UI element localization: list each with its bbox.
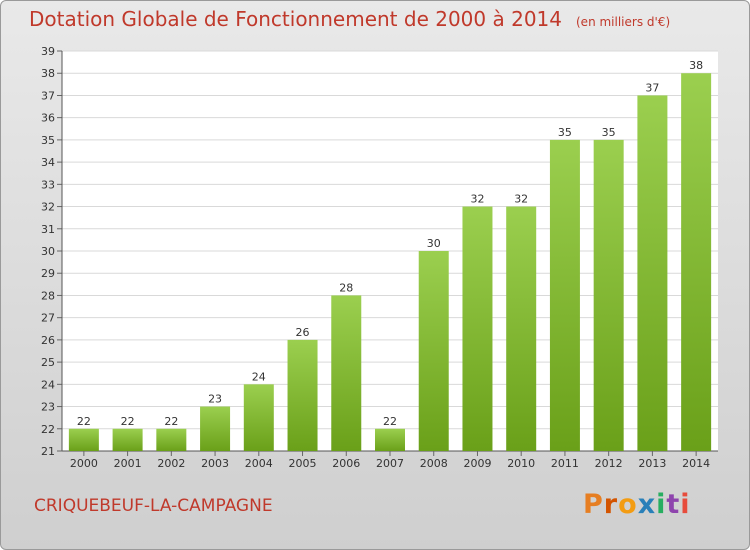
bar bbox=[112, 428, 143, 451]
x-tick-label: 2005 bbox=[289, 457, 317, 470]
bar bbox=[287, 339, 318, 451]
y-tick-label: 28 bbox=[41, 289, 55, 302]
bar-value-label: 32 bbox=[514, 193, 528, 206]
bar bbox=[418, 251, 449, 451]
bar-value-label: 35 bbox=[602, 126, 616, 139]
logo-letter: i bbox=[680, 489, 691, 520]
x-tick-label: 2013 bbox=[638, 457, 666, 470]
x-tick-label: 2008 bbox=[420, 457, 448, 470]
bar bbox=[331, 295, 362, 451]
x-tick-label: 2012 bbox=[595, 457, 623, 470]
y-tick-label: 39 bbox=[41, 45, 55, 58]
y-tick-label: 27 bbox=[41, 312, 55, 325]
logo-letter: x bbox=[637, 489, 657, 520]
bar-value-label: 35 bbox=[558, 126, 572, 139]
x-tick-label: 2007 bbox=[376, 457, 404, 470]
bar-value-label: 22 bbox=[383, 415, 397, 428]
y-tick-label: 35 bbox=[41, 134, 55, 147]
y-tick-label: 22 bbox=[41, 423, 55, 436]
bar bbox=[549, 139, 580, 451]
y-tick-label: 21 bbox=[41, 445, 55, 458]
bar-value-label: 23 bbox=[208, 393, 222, 406]
x-tick-label: 2009 bbox=[463, 457, 491, 470]
bar-value-label: 32 bbox=[470, 193, 484, 206]
bar-value-label: 38 bbox=[689, 59, 703, 72]
bar bbox=[68, 428, 99, 451]
logo-letter: o bbox=[618, 489, 638, 520]
chart-unit: (en milliers d'€) bbox=[576, 15, 671, 29]
logo-letter: r bbox=[603, 489, 619, 520]
y-tick-label: 25 bbox=[41, 356, 55, 369]
bar bbox=[156, 428, 187, 451]
bar-value-label: 22 bbox=[77, 415, 91, 428]
x-tick-label: 2010 bbox=[507, 457, 535, 470]
bar-value-label: 22 bbox=[121, 415, 135, 428]
bar bbox=[200, 406, 231, 451]
y-tick-label: 30 bbox=[41, 245, 55, 258]
x-tick-label: 2014 bbox=[682, 457, 710, 470]
y-tick-label: 23 bbox=[41, 401, 55, 414]
bar-value-label: 24 bbox=[252, 370, 266, 383]
bar bbox=[593, 139, 624, 451]
x-tick-label: 2002 bbox=[157, 457, 185, 470]
logo-letter: t bbox=[666, 489, 681, 520]
x-tick-label: 2006 bbox=[332, 457, 360, 470]
bar-value-label: 28 bbox=[339, 281, 353, 294]
y-tick-label: 33 bbox=[41, 178, 55, 191]
y-tick-label: 36 bbox=[41, 112, 55, 125]
bar bbox=[462, 206, 493, 451]
x-tick-label: 2011 bbox=[551, 457, 579, 470]
bar-value-label: 26 bbox=[296, 326, 310, 339]
bar bbox=[243, 384, 274, 451]
proxiti-logo: Proxiti bbox=[583, 489, 691, 520]
logo-letter: P bbox=[583, 489, 604, 520]
bar bbox=[375, 428, 405, 451]
y-tick-label: 38 bbox=[41, 67, 55, 80]
y-tick-label: 24 bbox=[41, 378, 55, 391]
y-tick-label: 29 bbox=[41, 267, 55, 280]
y-tick-label: 32 bbox=[41, 201, 55, 214]
bar bbox=[637, 95, 668, 451]
logo-letter: i bbox=[656, 489, 667, 520]
bar-value-label: 37 bbox=[645, 81, 659, 94]
bar bbox=[506, 206, 537, 451]
x-tick-label: 2004 bbox=[245, 457, 273, 470]
y-tick-label: 34 bbox=[41, 156, 55, 169]
bar-value-label: 22 bbox=[164, 415, 178, 428]
commune-name: CRIQUEBEUF-LA-CAMPAGNE bbox=[34, 496, 273, 516]
x-tick-label: 2001 bbox=[114, 457, 142, 470]
y-tick-label: 26 bbox=[41, 334, 55, 347]
x-tick-label: 2003 bbox=[201, 457, 229, 470]
y-tick-label: 31 bbox=[41, 223, 55, 236]
y-tick-label: 37 bbox=[41, 89, 55, 102]
chart-title-text: Dotation Globale de Fonctionnement de 20… bbox=[29, 7, 562, 31]
chart-title: Dotation Globale de Fonctionnement de 20… bbox=[29, 7, 670, 31]
bar-value-label: 30 bbox=[427, 237, 441, 250]
x-tick-label: 2000 bbox=[70, 457, 98, 470]
bar bbox=[681, 73, 712, 451]
